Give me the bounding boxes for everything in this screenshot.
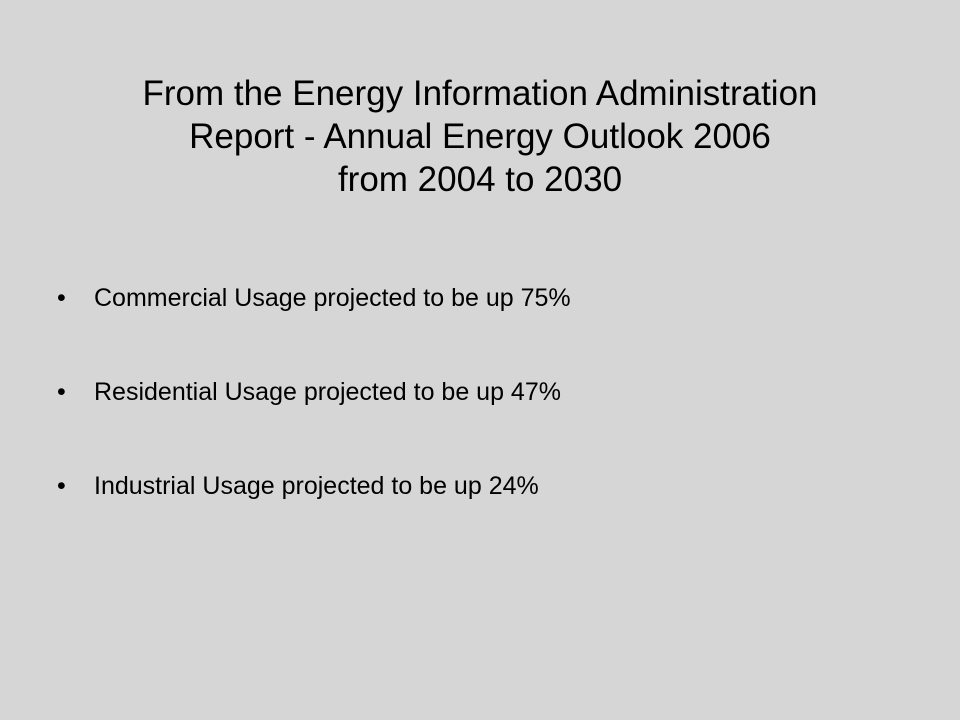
bullet-marker: • (57, 378, 66, 406)
bullet-text: Industrial Usage projected to be up 24% (94, 472, 539, 500)
title-line-1: From the Energy Information Administrati… (142, 74, 818, 113)
bullet-marker: • (57, 472, 66, 500)
title-line-3: from 2004 to 2030 (337, 160, 623, 199)
bullet-item-residential: • Residential Usage projected to be up 4… (57, 372, 917, 412)
slide-title: From the Energy Information Administrati… (0, 72, 960, 201)
bullet-text: Residential Usage projected to be up 47% (94, 378, 561, 406)
bullet-marker: • (57, 284, 66, 312)
bullet-item-commercial: • Commercial Usage projected to be up 75… (57, 278, 917, 318)
bullet-item-industrial: • Industrial Usage projected to be up 24… (57, 466, 917, 506)
bullet-list: • Commercial Usage projected to be up 75… (57, 278, 917, 560)
title-line-2: Report - Annual Energy Outlook 2006 (189, 117, 771, 156)
bullet-text: Commercial Usage projected to be up 75% (94, 284, 571, 312)
